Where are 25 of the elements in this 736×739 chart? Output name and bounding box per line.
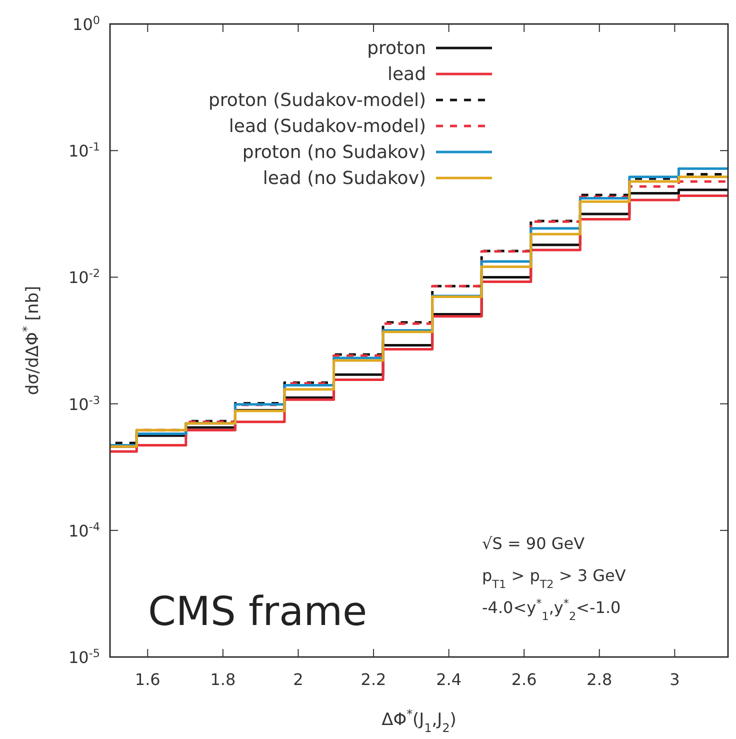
y-tick-label: 10$^{-3}$	[68, 393, 100, 414]
x-tick-label: 3	[670, 670, 680, 689]
legend-label: lead (no Sudakov)	[262, 168, 426, 189]
y-tick-label: 10$^{0}$	[72, 14, 100, 34]
x-tick-label: 1.6	[134, 670, 160, 689]
annotation: -4.0<y$^{*}$$_{1}$,y$^{*}$$_{2}$<-1.0	[482, 596, 621, 622]
legend-label: proton (no Sudakov)	[242, 142, 426, 163]
x-tick-label: 2.4	[436, 670, 462, 689]
annotation: CMS frame	[148, 589, 368, 635]
x-tick-label: 2.2	[360, 670, 386, 689]
y-tick-label: 10$^{-4}$	[68, 520, 100, 540]
annotation: p$_{T1}$ > p$_{T2}$ > 3 GeV	[482, 566, 626, 590]
x-tick-label: 2	[293, 670, 304, 689]
legend-label: proton	[367, 38, 426, 59]
x-tick-label: 1.8	[210, 670, 236, 689]
x-axis-title: ΔΦ$^{*}$(J$_{1}$,J$_{2}$)	[382, 707, 456, 735]
x-tick-label: 2.8	[586, 670, 612, 689]
annotation: √S = 90 GeV	[482, 534, 585, 553]
legend-label: lead (Sudakov-model)	[228, 116, 426, 137]
legend-label: lead	[387, 64, 426, 85]
y-tick-label: 10$^{-5}$	[68, 646, 100, 667]
x-tick-label: 2.6	[511, 670, 537, 689]
y-tick-label: 10$^{-1}$	[68, 140, 100, 161]
y-tick-label: 10$^{-2}$	[68, 266, 100, 288]
legend-label: proton (Sudakov-model)	[208, 90, 426, 111]
